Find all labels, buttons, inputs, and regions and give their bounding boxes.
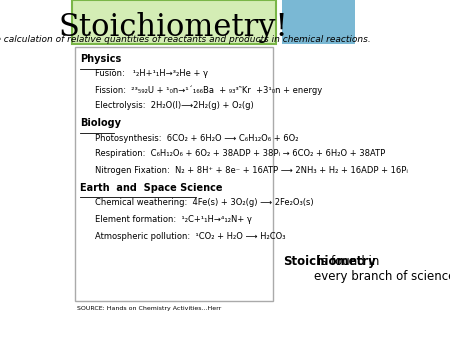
Text: Stoichiometry!: Stoichiometry! [59,12,289,43]
Text: SOURCE: Hands on Chemistry Activities...Herr: SOURCE: Hands on Chemistry Activities...… [77,306,222,311]
Text: Physics: Physics [81,54,122,64]
FancyBboxPatch shape [75,47,273,301]
Text: Element formation:  ¹₂C+¹₁H→⁴₁₂N+ γ: Element formation: ¹₂C+¹₁H→⁴₁₂N+ γ [94,215,252,224]
FancyBboxPatch shape [282,0,355,44]
Text: Stoichiometry: Stoichiometry [283,255,376,268]
Text: Nitrogen Fixation:  N₂ + 8H⁺ + 8e⁻ + 16ATP ⟶ 2NH₃ + H₂ + 16ADP + 16Pᵢ: Nitrogen Fixation: N₂ + 8H⁺ + 8e⁻ + 16AT… [94,166,407,175]
Text: Photosynthesis:  6CO₂ + 6H₂O ⟶ C₆H₁₂O₆ + 6O₂: Photosynthesis: 6CO₂ + 6H₂O ⟶ C₆H₁₂O₆ + … [94,134,298,143]
FancyBboxPatch shape [72,0,276,44]
Text: Respiration:  C₆H₁₂O₆ + 6O₂ + 38ADP + 38Pᵢ → 6CO₂ + 6H₂O + 38ATP: Respiration: C₆H₁₂O₆ + 6O₂ + 38ADP + 38P… [94,149,385,159]
Text: is found in
every branch of science!: is found in every branch of science! [314,255,450,283]
Text: Fusion:   ¹₂H+¹₁H→³₂He + γ: Fusion: ¹₂H+¹₁H→³₂He + γ [94,69,207,78]
Text: Atmospheric pollution:  ¹CO₂ + H₂O ⟶ H₂CO₃: Atmospheric pollution: ¹CO₂ + H₂O ⟶ H₂CO… [94,232,285,241]
Text: Earth  and  Space Science: Earth and Space Science [81,183,223,193]
Text: Electrolysis:  2H₂O(l)⟶2H₂(g) + O₂(g): Electrolysis: 2H₂O(l)⟶2H₂(g) + O₂(g) [94,101,253,111]
Text: is the calculation of relative quantities of reactants and products in chemical : is the calculation of relative quantitie… [0,35,371,45]
Text: Biology: Biology [81,118,122,128]
Text: Fission:  ²³₅₉₂U + ¹₀n→¹´₁₆₆Ba  + ₉₃³‶Kr  +3¹₀n + energy: Fission: ²³₅₉₂U + ¹₀n→¹´₁₆₆Ba + ₉₃³‶Kr +… [94,85,322,95]
Text: Chemical weathering:  4Fe(s) + 3O₂(g) ⟶ 2Fe₂O₃(s): Chemical weathering: 4Fe(s) + 3O₂(g) ⟶ 2… [94,198,313,208]
